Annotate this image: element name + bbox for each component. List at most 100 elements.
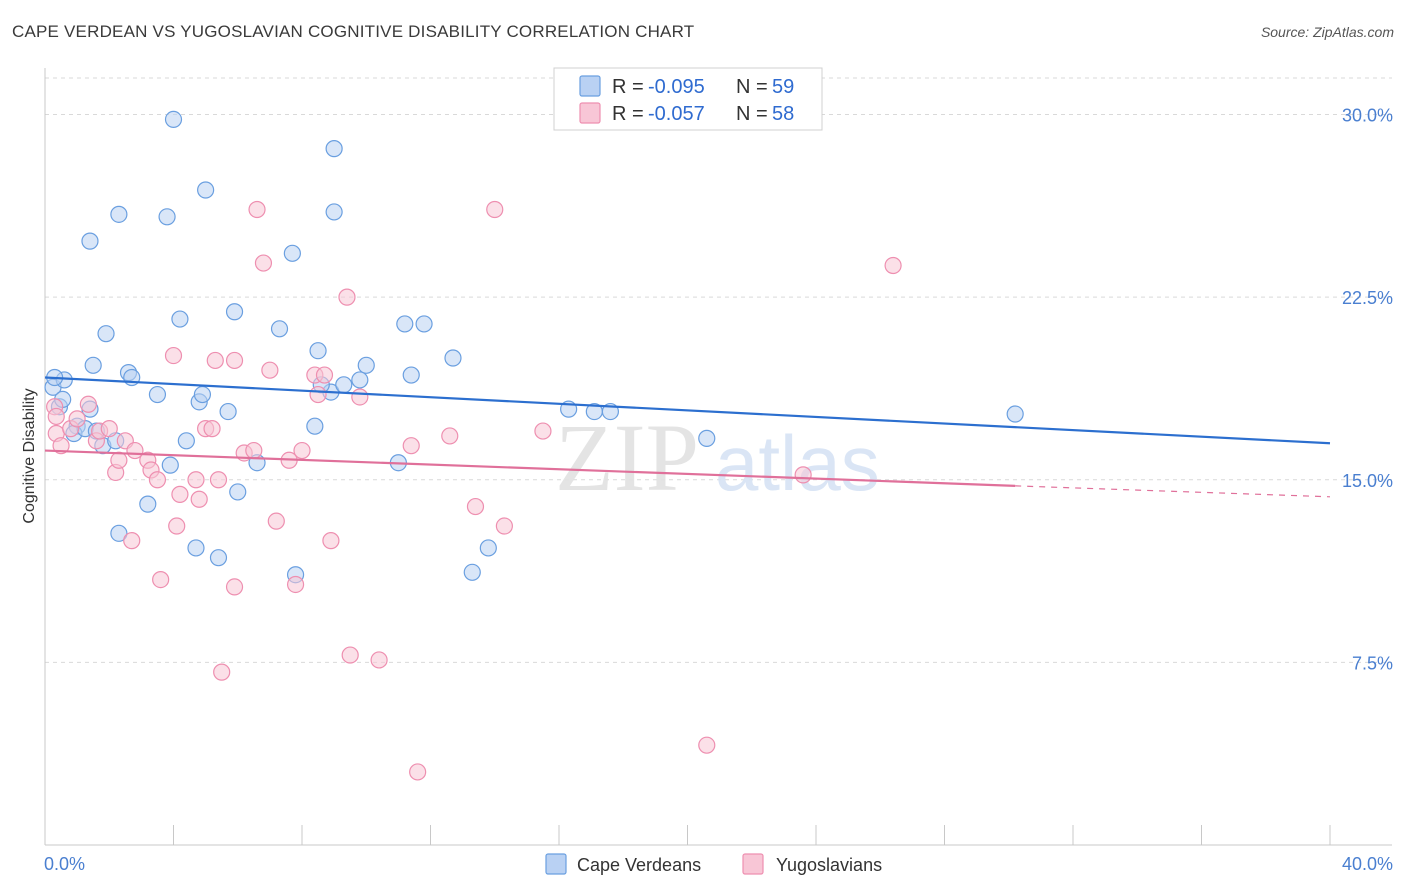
data-point-yugoslavians [213, 663, 231, 681]
data-point-cape-verdeans [139, 495, 157, 513]
data-point-cape-verdeans [325, 203, 343, 221]
data-point-yugoslavians [79, 395, 97, 413]
data-point-cape-verdeans [197, 181, 215, 199]
y-axis-label: Cognitive Disability [21, 388, 38, 523]
data-point-yugoslavians [293, 441, 311, 460]
legend-n-value-0: 59 [772, 76, 794, 98]
data-point-cape-verdeans [158, 208, 176, 226]
data-point-cape-verdeans [283, 244, 301, 262]
series-cape-verdeans [44, 110, 1024, 584]
data-point-cape-verdeans [309, 342, 327, 360]
bottom-legend: Cape Verdeans Yugoslavians [545, 853, 882, 875]
data-point-yugoslavians [486, 200, 504, 219]
data-point-yugoslavians [286, 575, 305, 594]
y-tick-label: 22.5% [1342, 288, 1393, 308]
source-note: Source: ZipAtlas.com [1260, 24, 1394, 40]
data-point-cape-verdeans [164, 110, 183, 128]
data-point-yugoslavians [254, 254, 273, 272]
legend-n-value-1: 58 [772, 103, 794, 125]
data-point-cape-verdeans [171, 310, 189, 328]
data-point-cape-verdeans [225, 303, 244, 321]
data-point-cape-verdeans [444, 349, 462, 367]
legend-n-label-0: N = [736, 76, 768, 98]
data-point-cape-verdeans [97, 325, 115, 343]
data-point-yugoslavians [534, 422, 552, 440]
data-point-cape-verdeans [84, 356, 102, 374]
data-point-yugoslavians [341, 646, 359, 664]
series-yugoslavians [46, 200, 902, 781]
data-point-cape-verdeans [357, 356, 375, 374]
top-legend: R = -0.095 N = 59 R = -0.057 N = 58 [553, 67, 823, 131]
data-point-yugoslavians [225, 351, 244, 370]
data-point-cape-verdeans [219, 402, 237, 421]
data-point-cape-verdeans [402, 366, 420, 384]
data-point-yugoslavians [370, 651, 388, 669]
data-point-yugoslavians [110, 451, 128, 469]
tick-labels: 7.5% 15.0% 22.5% 30.0% 0.0% 40.0% [44, 106, 1393, 874]
data-point-cape-verdeans [1006, 405, 1024, 423]
data-point-yugoslavians [206, 351, 224, 370]
data-point-yugoslavians [148, 471, 167, 489]
bottom-legend-label-cape-verdeans: Cape Verdeans [577, 855, 701, 875]
bottom-legend-swatch-cape-verdeans [545, 853, 567, 875]
data-point-yugoslavians [100, 420, 118, 438]
data-point-yugoslavians [351, 388, 369, 406]
watermark: ZIP atlas [555, 404, 880, 511]
data-point-yugoslavians [225, 578, 244, 596]
data-point-yugoslavians [794, 466, 812, 484]
legend-swatch-yugoslavians [579, 102, 601, 124]
data-point-cape-verdeans [270, 320, 289, 338]
axes [44, 68, 1392, 846]
trend-line-yugoslavians [44, 449, 1016, 487]
trend-lines [44, 376, 1331, 498]
data-point-yugoslavians [171, 485, 189, 503]
data-point-yugoslavians [402, 437, 420, 455]
data-point-cape-verdeans [193, 385, 212, 404]
bottom-legend-label-yugoslavians: Yugoslavians [776, 855, 882, 875]
data-point-cape-verdeans [110, 205, 128, 223]
legend-r-label-1: R = [612, 103, 644, 125]
legend-r-value-1: -0.057 [648, 103, 705, 125]
data-point-yugoslavians [47, 407, 65, 426]
data-point-yugoslavians [309, 385, 327, 404]
data-point-cape-verdeans [209, 549, 228, 567]
data-point-yugoslavians [409, 763, 427, 781]
data-point-cape-verdeans [479, 539, 497, 557]
data-point-yugoslavians [698, 736, 716, 754]
data-point-cape-verdeans [177, 432, 195, 450]
x-tick-label-min: 0.0% [44, 854, 85, 874]
legend-swatch-cape-verdeans [579, 75, 601, 97]
data-point-cape-verdeans [81, 232, 99, 250]
data-point-yugoslavians [248, 200, 266, 219]
data-point-yugoslavians [168, 517, 186, 535]
data-point-yugoslavians [164, 346, 183, 365]
watermark-atlas: atlas [715, 419, 880, 507]
data-point-cape-verdeans [148, 385, 167, 404]
bottom-legend-swatch-yugoslavians [742, 853, 764, 875]
data-point-cape-verdeans [110, 524, 128, 542]
data-point-cape-verdeans [306, 417, 324, 435]
data-point-yugoslavians [245, 441, 263, 460]
trend-line-yugoslavians-extension [1015, 485, 1331, 498]
data-point-cape-verdeans [351, 371, 369, 389]
legend-r-value-0: -0.095 [648, 76, 705, 98]
data-point-cape-verdeans [415, 315, 433, 333]
x-tick-label-max: 40.0% [1342, 854, 1393, 874]
data-point-yugoslavians [203, 420, 221, 438]
data-point-cape-verdeans [335, 376, 353, 394]
data-point-yugoslavians [209, 471, 228, 489]
data-point-yugoslavians [152, 570, 170, 589]
data-point-yugoslavians [884, 256, 902, 275]
data-point-cape-verdeans [463, 563, 481, 581]
trend-line-cape-verdeans [44, 376, 1331, 445]
data-point-yugoslavians [267, 512, 285, 530]
data-point-yugoslavians [68, 410, 86, 428]
data-point-yugoslavians [187, 471, 205, 489]
y-tick-label: 30.0% [1342, 106, 1393, 126]
data-point-cape-verdeans [698, 429, 716, 447]
data-point-cape-verdeans [229, 483, 247, 501]
data-point-yugoslavians [190, 490, 208, 508]
data-point-cape-verdeans [325, 140, 343, 158]
data-point-yugoslavians [466, 497, 485, 516]
